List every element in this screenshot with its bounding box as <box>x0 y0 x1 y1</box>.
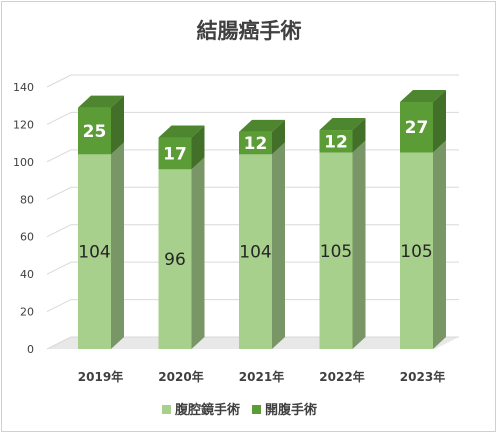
bar-top <box>158 125 205 138</box>
bar-top <box>239 119 285 132</box>
legend-swatch <box>252 405 262 414</box>
data-label: 12 <box>324 132 348 152</box>
bar-side <box>433 89 446 153</box>
bar-segment: 12 <box>239 119 285 155</box>
y-tick-label: 20 <box>20 306 34 319</box>
bar-segment: 105 <box>400 140 446 349</box>
bar-segment: 105 <box>319 140 366 349</box>
bar-side <box>191 157 205 349</box>
chart-title: 結腸癌手術 <box>197 19 302 43</box>
bar-front <box>158 137 192 170</box>
bar-side <box>352 140 366 349</box>
data-label: 25 <box>83 122 107 142</box>
y-tick-label: 100 <box>13 156 34 169</box>
gridline-slant <box>46 149 72 163</box>
x-tick-label: 2020年 <box>158 369 203 384</box>
gridline-slant <box>46 74 72 88</box>
x-tick-label: 2019年 <box>78 369 123 384</box>
bar-front <box>319 152 353 349</box>
y-tick-label: 40 <box>20 268 34 281</box>
gridline-slant <box>46 111 72 125</box>
data-label: 105 <box>320 242 352 262</box>
y-tick-label: 120 <box>13 118 34 131</box>
gridline-slant <box>46 224 72 238</box>
x-tick-label: 2023年 <box>400 369 445 384</box>
legend-swatch <box>162 405 171 414</box>
gridline-slant <box>46 299 72 313</box>
bar-side <box>111 95 124 155</box>
bar-side <box>352 118 366 153</box>
bar-segment: 25 <box>78 95 124 155</box>
bar-side <box>272 119 285 155</box>
bar-segment: 104 <box>239 142 285 349</box>
data-label: 27 <box>405 118 429 138</box>
gridline-slant <box>46 261 72 275</box>
bar-front <box>78 107 111 155</box>
bar-segment: 104 <box>78 142 124 349</box>
y-tick-label: 0 <box>27 343 34 356</box>
x-tick-label: 2022年 <box>319 369 364 384</box>
bar-side <box>191 125 205 170</box>
bar-front <box>239 131 272 155</box>
data-label: 105 <box>400 242 432 262</box>
gridline-slant <box>46 186 72 200</box>
legend-label: 腹腔鏡手術 <box>175 402 240 418</box>
bar-front <box>78 154 111 349</box>
bar-side <box>111 142 124 349</box>
y-tick-label: 80 <box>20 193 34 206</box>
bar-front <box>239 154 272 349</box>
bar-side <box>272 142 285 349</box>
y-tick-label: 60 <box>20 231 34 244</box>
data-label: 96 <box>164 250 186 270</box>
bar-top <box>400 89 446 102</box>
bar-front <box>400 101 433 153</box>
bar-side <box>433 140 446 349</box>
data-label: 17 <box>163 144 187 164</box>
bar-front <box>319 130 353 153</box>
bar-segment: 12 <box>319 118 366 153</box>
x-tick-label: 2021年 <box>239 369 284 384</box>
bar-segment: 27 <box>400 89 446 153</box>
bar-top <box>319 118 366 131</box>
data-label: 12 <box>244 134 268 154</box>
bar-front <box>158 169 192 349</box>
bar-top <box>78 95 124 108</box>
data-label: 104 <box>78 243 110 263</box>
bar-segment: 96 <box>158 157 205 349</box>
y-tick-label: 140 <box>13 81 34 94</box>
bar-segment: 17 <box>158 125 205 170</box>
data-label: 104 <box>239 243 271 263</box>
bar-front <box>400 152 433 349</box>
legend-label: 開腹手術 <box>265 402 317 418</box>
